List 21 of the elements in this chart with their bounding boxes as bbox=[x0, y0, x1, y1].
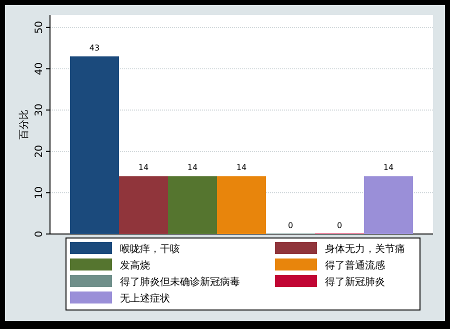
data-label: 14 bbox=[187, 163, 198, 172]
data-label: 14 bbox=[236, 163, 247, 172]
data-label: 0 bbox=[336, 221, 342, 230]
y-axis-title: 百分比 bbox=[18, 110, 30, 140]
y-tick-label: 40 bbox=[34, 62, 45, 76]
legend-label: 得了肺炎但未确诊新冠病毒 bbox=[120, 276, 240, 288]
data-label: 14 bbox=[383, 163, 394, 172]
y-tick-label: 0 bbox=[34, 230, 45, 238]
y-tick-label: 50 bbox=[34, 21, 45, 34]
data-label: 43 bbox=[89, 43, 100, 52]
legend-label: 发高烧 bbox=[120, 260, 150, 272]
data-label: 0 bbox=[288, 221, 294, 230]
data-label: 14 bbox=[138, 163, 149, 172]
y-tick-label: 20 bbox=[34, 144, 45, 158]
legend-label: 得了普通流感 bbox=[325, 260, 385, 272]
legend-label: 无上述症状 bbox=[120, 292, 170, 304]
legend-label: 身体无力，关节痛 bbox=[325, 243, 405, 255]
legend-label: 喉咙痒，干咳 bbox=[120, 243, 180, 255]
legend-label: 得了新冠肺炎 bbox=[325, 276, 385, 288]
y-tick-label: 30 bbox=[34, 104, 45, 116]
y-tick-label: 10 bbox=[34, 186, 45, 200]
